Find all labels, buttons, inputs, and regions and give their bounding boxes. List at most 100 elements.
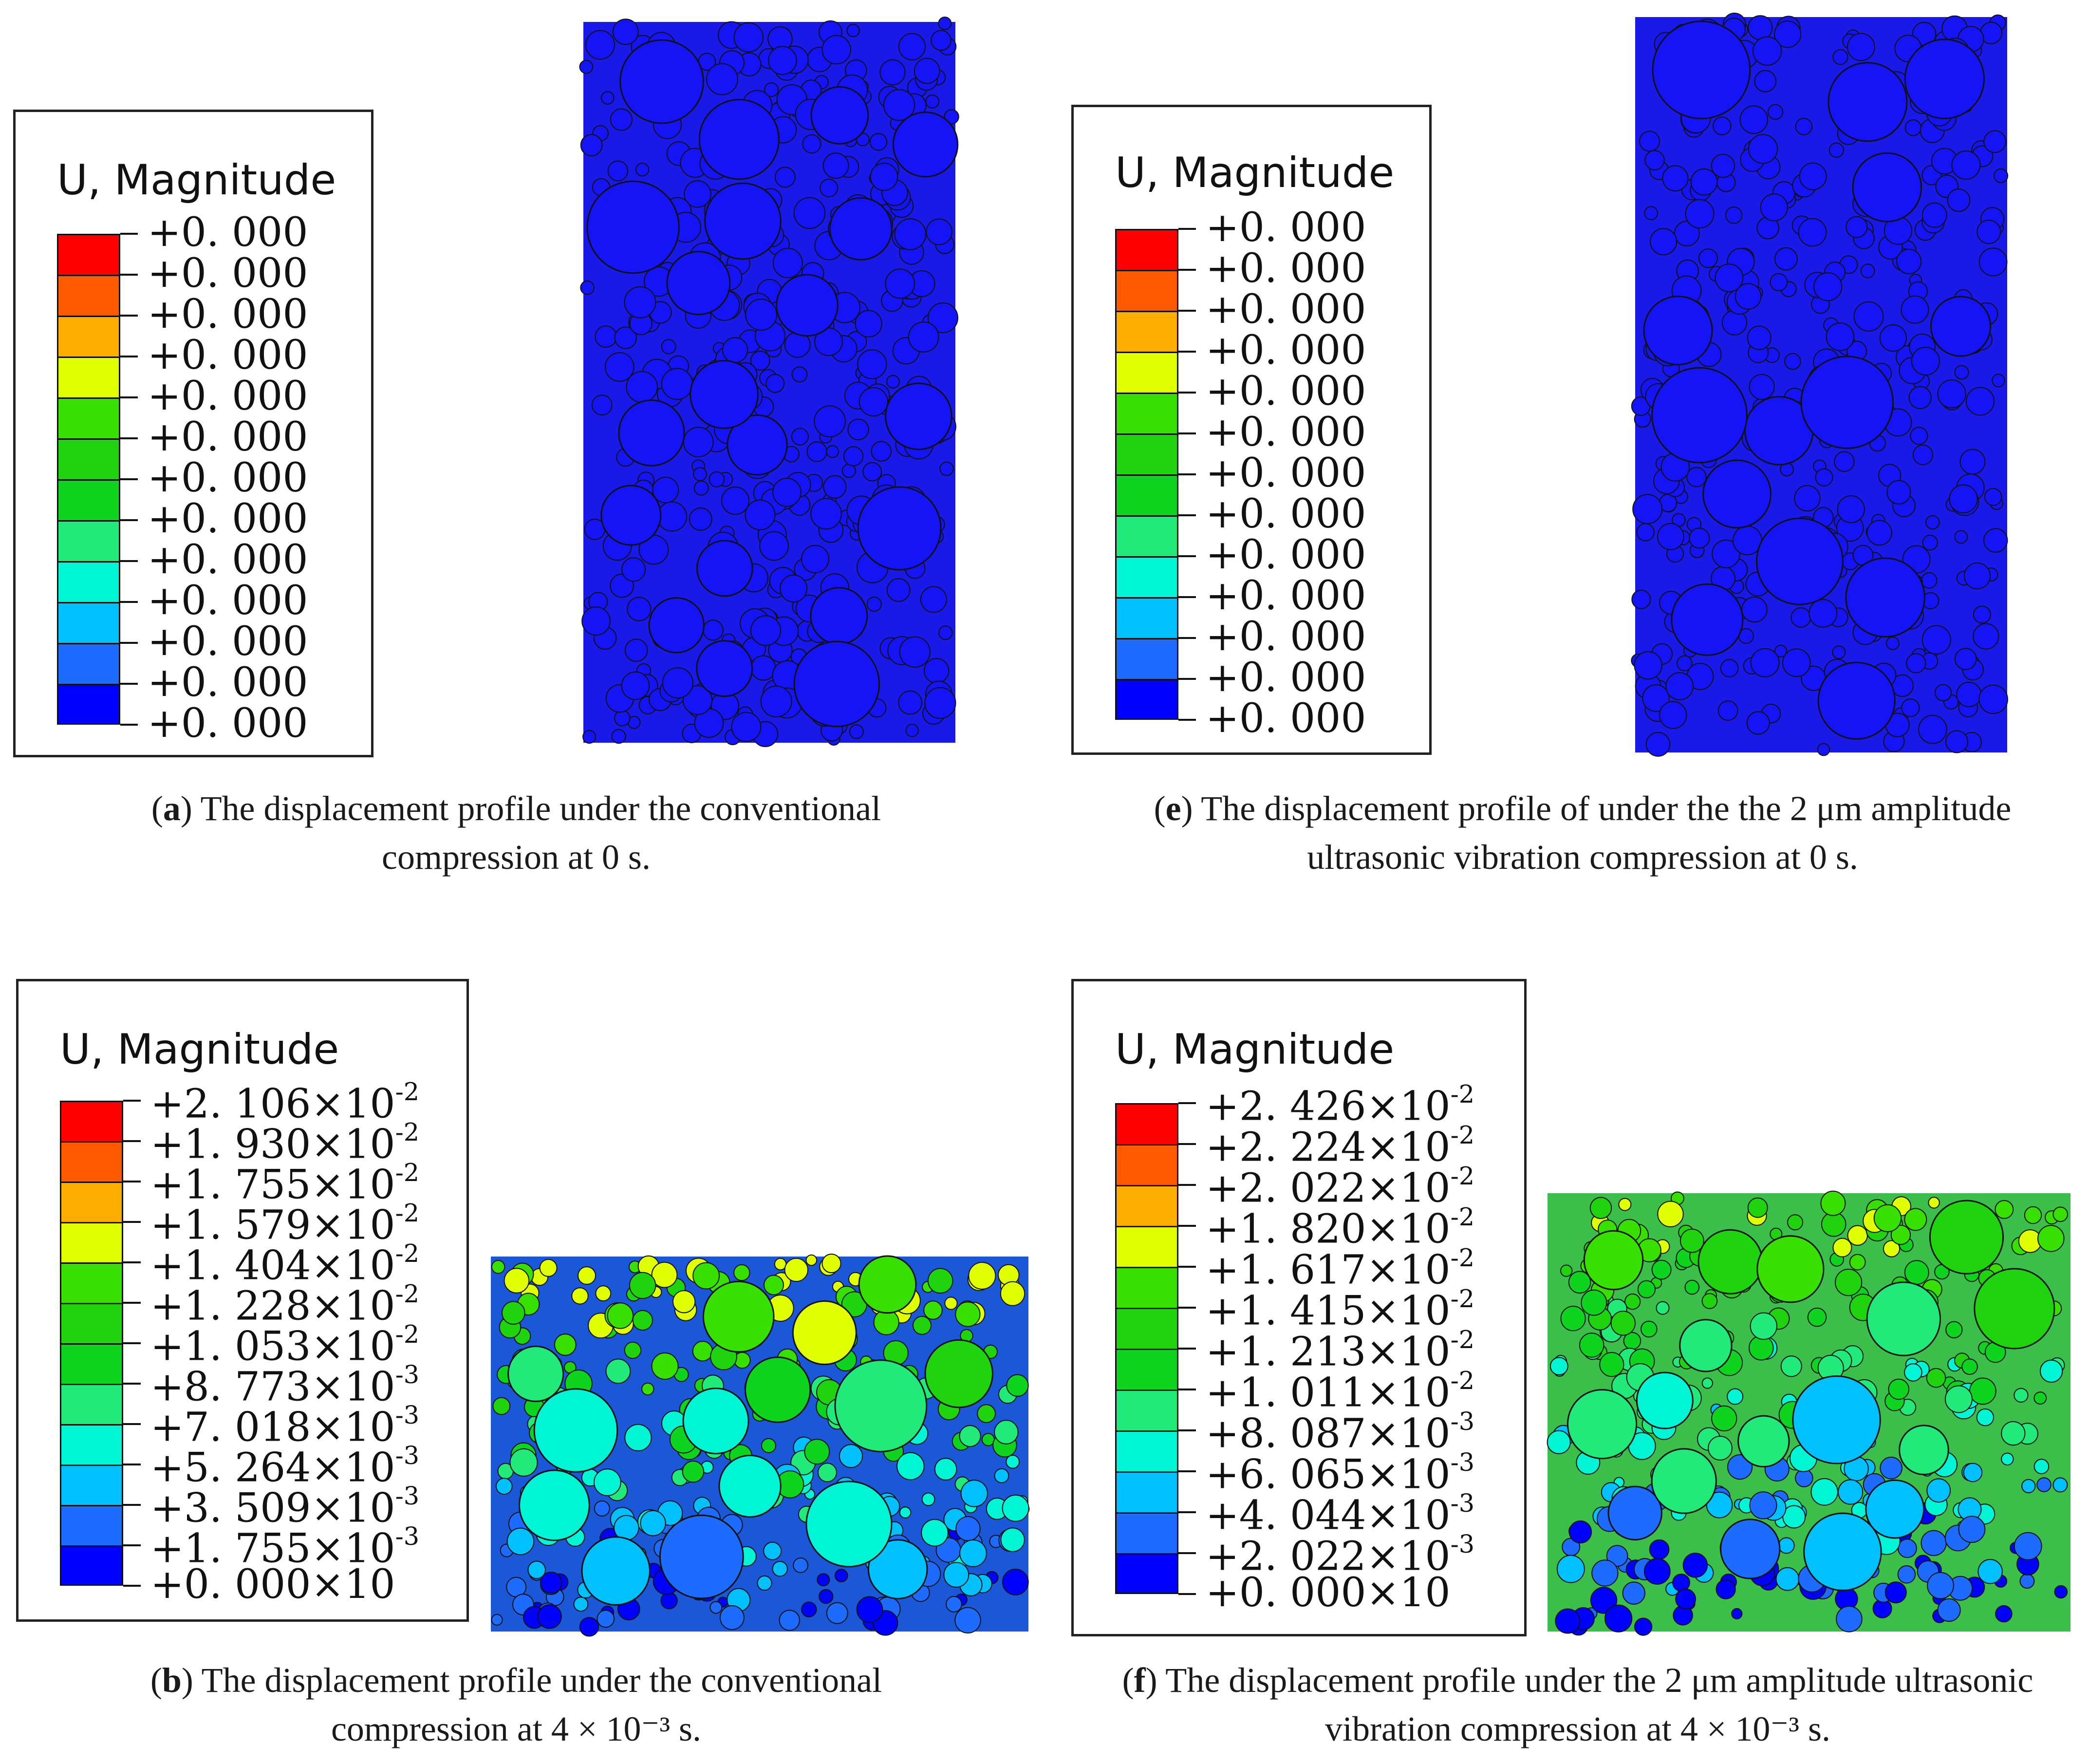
tick-exponent: -3 (395, 1401, 420, 1430)
tick-value: +7. 018×10 (150, 1404, 395, 1451)
particle (595, 1285, 612, 1302)
legend-f: U, Magnitude +2. 426×10-2 +2. 224×10-2 +2.… (1071, 979, 1527, 1636)
particle (696, 540, 753, 597)
particle (659, 1514, 744, 1599)
particle (682, 1461, 705, 1483)
colorbar-swatch (1115, 597, 1178, 638)
particle (1711, 153, 1735, 178)
tick-value: +2. 022×10 (1206, 1533, 1451, 1580)
particle (1749, 1491, 1777, 1520)
colorbar-tick-label: +5. 264×10-3 (150, 1443, 419, 1488)
colorbar-tick (1178, 432, 1196, 434)
particle (1624, 1293, 1641, 1310)
colorbar-tick-label: +0. 000 (148, 622, 308, 662)
tick-value: +8. 087×10 (1206, 1410, 1451, 1457)
particle (614, 710, 631, 727)
tick-value: +0. 000 (148, 250, 308, 297)
particle (682, 685, 713, 715)
particle (1679, 1319, 1733, 1372)
particle (1746, 711, 1770, 735)
particle (1651, 367, 1748, 464)
legend-a: U, Magnitude +0. 000 +0. 000 +0. 000 +0. 00… (13, 110, 373, 757)
particle (1750, 648, 1780, 677)
particle (1767, 104, 1784, 120)
particle (1944, 1385, 1973, 1413)
particle (624, 1424, 652, 1451)
particle (1549, 1357, 1568, 1376)
particle (1817, 661, 1896, 740)
particle (605, 1358, 631, 1384)
colorbar-tick-label: +2. 224×10-2 (1206, 1123, 1474, 1168)
particle (968, 1262, 996, 1290)
particle (1976, 1408, 1994, 1426)
particle (858, 1255, 917, 1314)
particle (1865, 1479, 1925, 1539)
particle (1799, 162, 1827, 190)
tick-exponent: -3 (395, 1482, 420, 1511)
colorbar-swatch (1115, 311, 1178, 352)
particle (718, 1454, 782, 1518)
particle (571, 1287, 589, 1305)
particle (1926, 1368, 1946, 1388)
colorbar-tick-label: +0. 000 (148, 213, 308, 253)
colorbar-tick-label: +0. 000 (148, 663, 308, 703)
caption-e: (e) The displacement profile of under th… (1154, 789, 2012, 877)
particle (1651, 1448, 1717, 1514)
colorbar-tick (120, 519, 138, 521)
particle (1890, 1224, 1911, 1245)
particle (977, 1404, 996, 1423)
particle (1896, 248, 1922, 275)
particle (1995, 1605, 2013, 1623)
colorbar-swatch (57, 479, 120, 520)
colorbar-swatch (1115, 474, 1178, 515)
caption-letter: a (163, 789, 181, 828)
particle (1852, 152, 1922, 223)
particle (1652, 20, 1751, 119)
particle (1866, 520, 1893, 546)
particle (826, 445, 839, 458)
particle (772, 247, 803, 279)
particle (1910, 427, 1928, 445)
particle (1845, 557, 1925, 638)
colorbar-swatch (57, 397, 120, 438)
particle (829, 197, 893, 261)
colorbar-tick (1178, 473, 1196, 475)
tick-value: +0. 000 (148, 578, 308, 624)
colorbar-tick (123, 1383, 141, 1385)
particle (944, 109, 959, 125)
particle (1995, 1200, 2014, 1219)
tick-value: +0. 000 (148, 291, 308, 338)
tick-exponent: -2 (1450, 1080, 1475, 1109)
particle (698, 99, 780, 180)
particle (527, 1560, 546, 1579)
particle (1684, 1279, 1700, 1295)
particle (765, 374, 785, 393)
particle (847, 418, 869, 440)
particle (1954, 365, 1969, 380)
particle (955, 1516, 981, 1541)
caption-text: The displacement profile under the conve… (201, 1661, 882, 1748)
particle (927, 1268, 953, 1294)
particle (579, 59, 594, 74)
particle (2033, 1391, 2047, 1405)
colorbar-tick-label: +0. 000 (148, 540, 308, 580)
particle (862, 462, 882, 482)
tick-value: +0. 000 (148, 209, 308, 256)
colorbar-swatch (57, 234, 120, 275)
colorbar-swatch (1115, 515, 1178, 556)
particle (627, 597, 652, 621)
particle (2014, 1388, 2029, 1403)
particle (821, 1254, 841, 1274)
particle (1712, 539, 1741, 568)
colorbar-tick-label: +0. 000×10 (150, 1565, 395, 1605)
particle (1636, 523, 1655, 542)
particle (959, 1425, 981, 1447)
particle (905, 724, 919, 737)
particle (1644, 206, 1659, 221)
particle (1833, 451, 1855, 472)
colorbar-tick-label: +0. 000 (1206, 290, 1366, 330)
particle (1720, 659, 1739, 677)
particle (2001, 1421, 2026, 1446)
tick-value: +0. 000×10 (1206, 1570, 1451, 1616)
particle (1607, 1485, 1662, 1540)
